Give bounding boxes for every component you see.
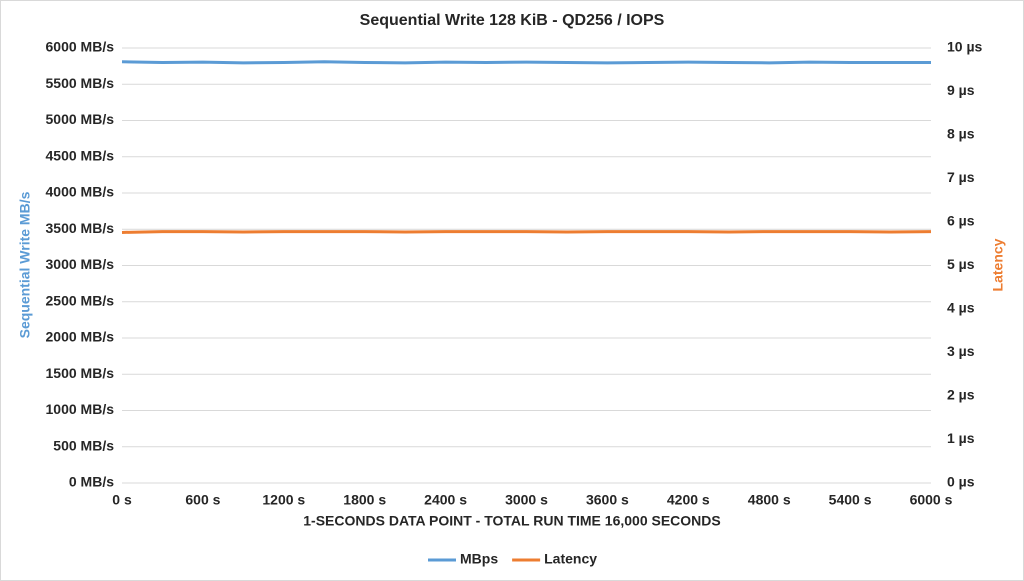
y-tick-label: 6000 MB/s xyxy=(46,39,115,55)
chart-title: Sequential Write 128 KiB - QD256 / IOPS xyxy=(360,12,665,29)
y2-tick-label: 2 µs xyxy=(947,387,975,403)
legend-label: Latency xyxy=(544,551,597,567)
legend-label: MBps xyxy=(460,551,498,567)
y-tick-label: 4000 MB/s xyxy=(46,184,115,200)
y-tick-label: 3000 MB/s xyxy=(46,256,115,272)
y2-axis-title: Latency xyxy=(990,238,1006,291)
y-tick-label: 500 MB/s xyxy=(53,437,114,453)
x-tick-label: 1200 s xyxy=(262,492,305,508)
y2-tick-label: 8 µs xyxy=(947,126,975,142)
x-tick-label: 4800 s xyxy=(748,492,791,508)
y-tick-label: 1500 MB/s xyxy=(46,365,115,381)
x-tick-label: 4200 s xyxy=(667,492,710,508)
y-tick-label: 3500 MB/s xyxy=(46,220,115,236)
y2-tick-label: 5 µs xyxy=(947,256,975,272)
x-tick-label: 600 s xyxy=(185,492,220,508)
y2-tick-label: 4 µs xyxy=(947,300,975,316)
x-tick-label: 1800 s xyxy=(343,492,386,508)
x-axis-title: 1-SECONDS DATA POINT - TOTAL RUN TIME 16… xyxy=(303,513,720,529)
y-tick-label: 5000 MB/s xyxy=(46,111,115,127)
y-tick-label: 2000 MB/s xyxy=(46,329,115,345)
line-series xyxy=(121,60,931,65)
y-tick-label: 2500 MB/s xyxy=(46,292,115,308)
x-tick-label: 6000 s xyxy=(910,492,953,508)
y2-tick-label: 6 µs xyxy=(947,213,975,229)
y2-tick-label: 0 µs xyxy=(947,474,975,490)
y2-tick-label: 9 µs xyxy=(947,82,975,98)
y-tick-label: 1000 MB/s xyxy=(46,401,115,417)
y2-tick-label: 1 µs xyxy=(947,430,975,446)
y2-tick-label: 3 µs xyxy=(947,343,975,359)
x-tick-label: 3600 s xyxy=(586,492,629,508)
y2-tick-label: 10 µs xyxy=(947,39,983,55)
y-tick-label: 5500 MB/s xyxy=(46,75,115,91)
x-tick-label: 0 s xyxy=(112,492,132,508)
line-series xyxy=(121,230,932,234)
y-axis-title: Sequential Write MB/s xyxy=(17,191,33,338)
x-tick-label: 5400 s xyxy=(829,492,872,508)
y2-tick-label: 7 µs xyxy=(947,169,975,185)
x-tick-label: 3000 s xyxy=(505,492,548,508)
x-tick-label: 2400 s xyxy=(424,492,467,508)
y-tick-label: 4500 MB/s xyxy=(46,147,115,163)
y-tick-label: 0 MB/s xyxy=(69,474,114,490)
